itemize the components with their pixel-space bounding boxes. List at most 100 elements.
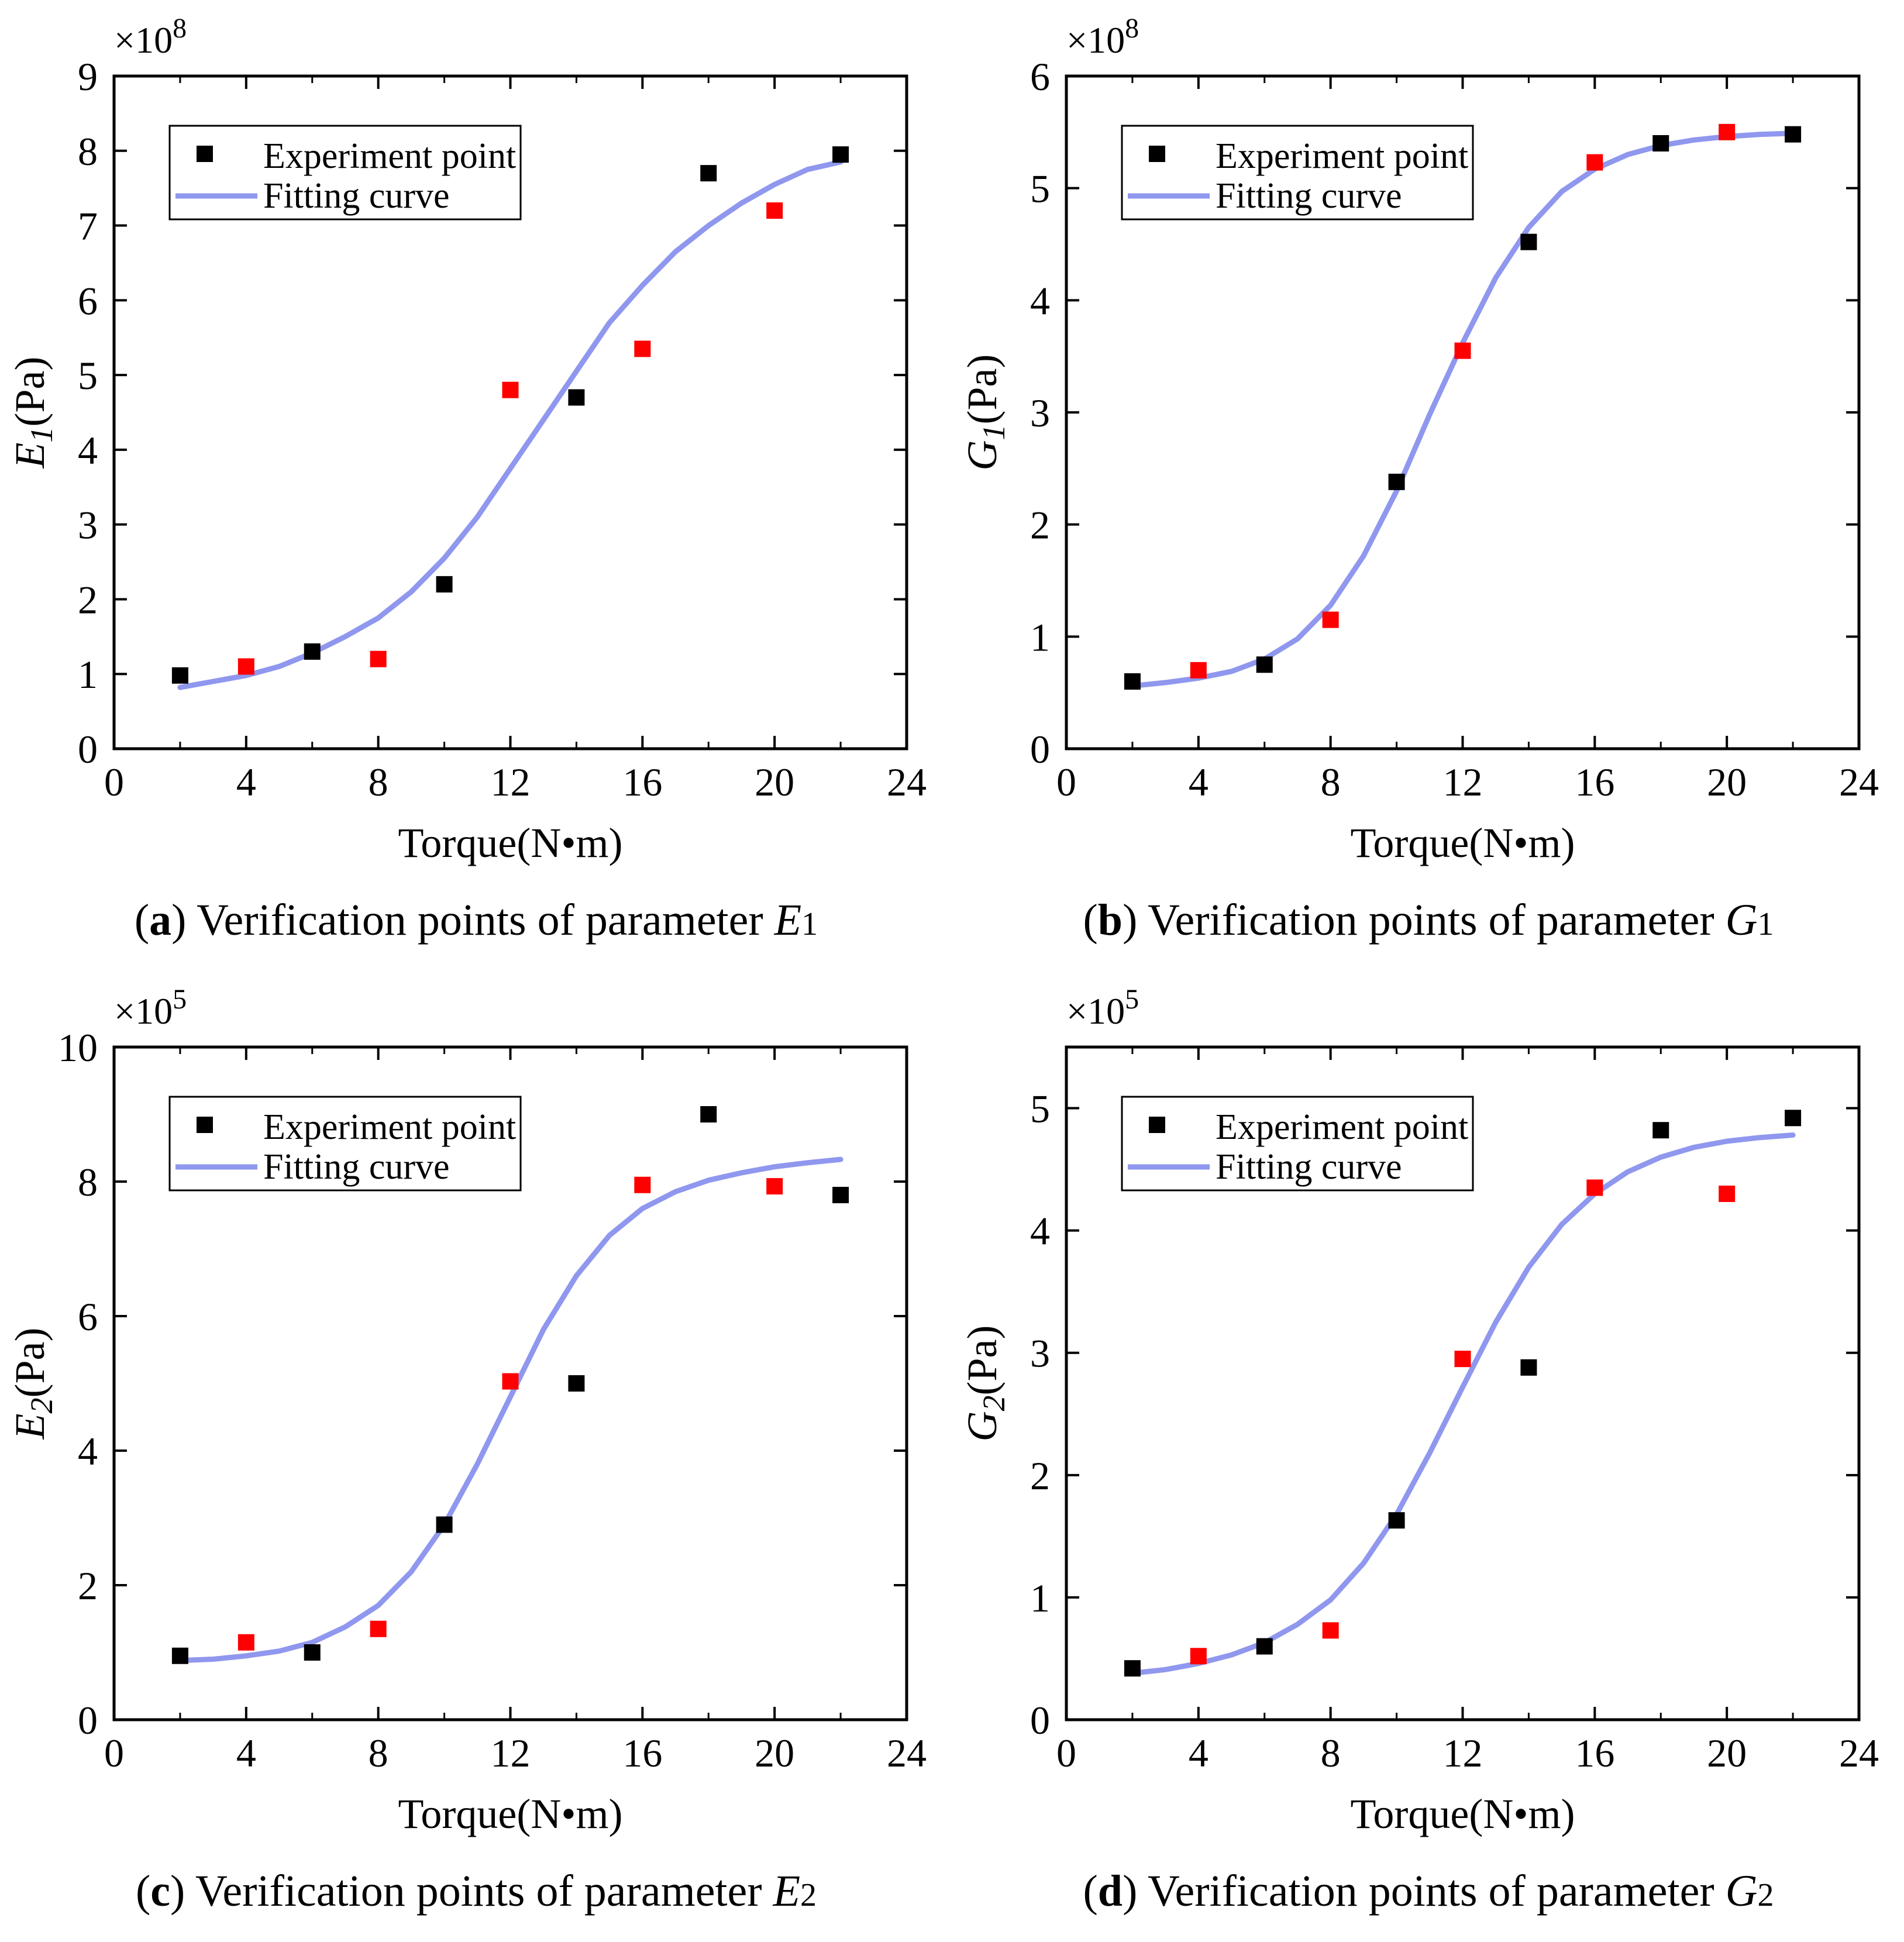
x-tick-label: 4 — [1189, 760, 1208, 804]
caption-label: d — [1097, 1867, 1123, 1916]
x-tick-label: 8 — [1321, 760, 1341, 804]
x-tick-label: 16 — [1575, 760, 1614, 804]
caption-text: Verification points of parameter — [195, 1867, 762, 1916]
experiment-point — [171, 667, 188, 684]
verification-point — [634, 1176, 651, 1193]
y-tick-label: 3 — [1030, 391, 1050, 435]
axis-exponent: ×105 — [114, 984, 187, 1032]
legend-label-experiment: Experiment point — [263, 1107, 516, 1147]
y-tick-label: 10 — [58, 1025, 98, 1070]
caption-a: (a) Verification points of parameter E1 — [134, 896, 818, 945]
verification-point — [370, 1620, 387, 1637]
verification-point — [1190, 1648, 1207, 1665]
x-tick-label: 20 — [755, 760, 794, 804]
legend-label-fit: Fitting curve — [1216, 176, 1402, 216]
experiment-point — [1520, 1359, 1537, 1376]
chart-panel-c: 0 4 8 12 16 20 24 0 2 4 6 8 10 Torque(N•m) E2(Pa) ×105 E… — [0, 971, 952, 1942]
experiment-point — [1785, 1110, 1802, 1127]
legend-box — [1121, 125, 1474, 221]
caption-c: (c) Verification points of parameter E2 — [135, 1867, 817, 1916]
legend-marker-experiment — [197, 146, 213, 162]
y-tick-label: 5 — [1030, 1087, 1050, 1131]
x-tick-label: 24 — [1839, 760, 1879, 804]
x-tick-label: 12 — [491, 1731, 531, 1775]
y-tick-label: 5 — [1030, 167, 1050, 211]
verification-point — [766, 1178, 783, 1195]
experiment-point — [700, 1106, 717, 1122]
experiment-point — [1388, 1512, 1405, 1529]
y-tick-label: 8 — [78, 1160, 98, 1204]
chart-a: 0 4 8 12 16 20 240123456789Torque(N•m)E1(Pa)×1… — [6, 13, 927, 866]
legend-marker-experiment — [197, 1117, 213, 1133]
y-tick-label: 2 — [78, 1564, 98, 1608]
experiment-point — [304, 643, 321, 660]
x-tick-label: 24 — [1839, 1731, 1879, 1775]
x-tick-label: 16 — [1575, 1731, 1614, 1775]
chart-d: 0 4 8 12 16 20 24012345Torque(N•m)G2(Pa)×105Ex… — [959, 984, 1879, 1837]
y-tick-label: 0 — [78, 727, 98, 772]
caption-sub: 1 — [801, 906, 818, 942]
y-tick-label: 4 — [78, 1429, 98, 1473]
y-tick-label: 6 — [1030, 54, 1050, 99]
y-tick-label: 5 — [78, 353, 98, 398]
experiment-point — [832, 146, 849, 163]
x-axis-label: Torque(N•m) — [398, 820, 622, 866]
x-tick-label: 4 — [236, 1731, 256, 1775]
y-tick-label: 0 — [78, 1698, 98, 1743]
x-tick-label: 4 — [1189, 1731, 1208, 1775]
verification-point — [1190, 662, 1207, 679]
chart-panel-d: 0 4 8 12 16 20 24 0 1 2 3 4 5 Torque(N•m) G2(Pa) ×105 Ex… — [952, 971, 1904, 1942]
caption-d: (d) Verification points of parameter G2 — [1083, 1867, 1774, 1916]
verification-point — [502, 381, 519, 398]
experiment-point — [304, 1644, 321, 1661]
x-tick-label: 8 — [1321, 1731, 1341, 1775]
y-tick-label: 4 — [1030, 1209, 1050, 1254]
y-tick-label: 0 — [1030, 727, 1050, 772]
experiment-point — [1256, 656, 1273, 673]
experiment-point — [1256, 1638, 1273, 1655]
x-tick-label: 0 — [104, 760, 124, 804]
x-tick-label: 0 — [104, 1731, 124, 1775]
x-tick-label: 16 — [622, 760, 662, 804]
experiment-point — [1124, 673, 1141, 690]
caption-sub: 2 — [800, 1877, 817, 1913]
y-axis-label: G1(Pa) — [959, 354, 1011, 471]
caption-var: E — [774, 896, 802, 945]
legend-label-fit: Fitting curve — [263, 1147, 450, 1187]
x-tick-label: 12 — [1443, 1731, 1483, 1775]
y-tick-label: 4 — [78, 428, 98, 473]
experiment-point — [1388, 473, 1405, 490]
x-tick-label: 24 — [887, 760, 927, 804]
experiment-point — [1785, 126, 1802, 143]
verification-point — [1719, 123, 1736, 140]
x-axis-label: Torque(N•m) — [398, 1791, 622, 1837]
x-tick-label: 0 — [1056, 760, 1076, 804]
x-axis-label: Torque(N•m) — [1350, 1791, 1575, 1837]
legend-box — [168, 1096, 522, 1192]
y-tick-label: 1 — [78, 652, 98, 697]
y-tick-label: 8 — [78, 129, 98, 174]
legend-marker-experiment — [1149, 1117, 1165, 1133]
verification-point — [237, 658, 254, 675]
experiment-point — [700, 165, 717, 182]
experiment-point — [1652, 1122, 1669, 1139]
experiment-point — [1520, 233, 1537, 250]
x-tick-label: 4 — [236, 760, 256, 804]
y-tick-label: 6 — [78, 278, 98, 323]
x-tick-label: 20 — [755, 1731, 794, 1775]
experiment-point — [1124, 1660, 1141, 1677]
x-tick-label: 8 — [369, 760, 388, 804]
experiment-point — [568, 389, 585, 406]
y-tick-label: 6 — [78, 1294, 98, 1339]
fitting-curve — [177, 159, 843, 690]
legend-label-fit: Fitting curve — [1216, 1147, 1402, 1187]
experiment-point — [1652, 135, 1669, 151]
caption-var: E — [773, 1867, 801, 1916]
legend-label-fit: Fitting curve — [263, 176, 450, 216]
y-tick-label: 9 — [78, 54, 98, 99]
y-tick-label: 4 — [1030, 278, 1050, 323]
y-tick-label: 3 — [78, 503, 98, 548]
y-tick-label: 7 — [78, 204, 98, 249]
axis-exponent: ×105 — [1066, 984, 1139, 1032]
verification-point — [1454, 342, 1471, 359]
